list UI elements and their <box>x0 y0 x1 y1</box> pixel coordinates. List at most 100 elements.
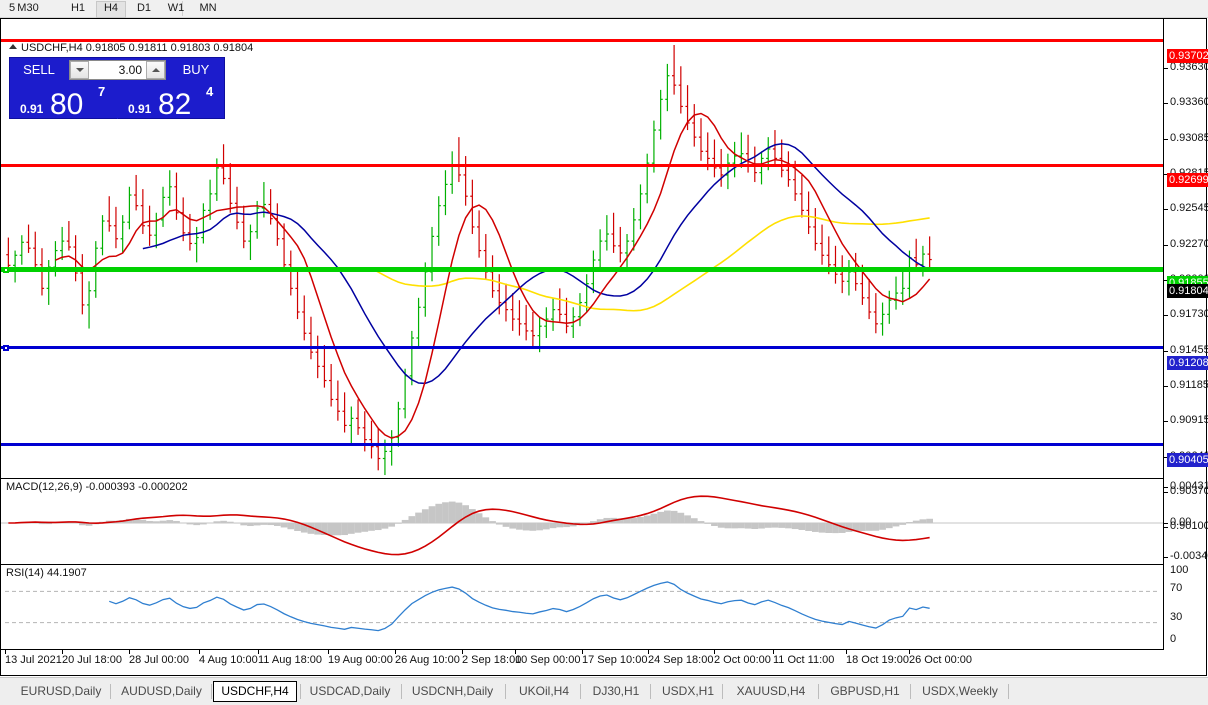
macd-scale-tick <box>1164 523 1168 524</box>
macd-scale-label: 0.00431 <box>1170 481 1208 492</box>
macd-scale-label: 0.00 <box>1170 517 1191 528</box>
chart-tab-usdx-weekly[interactable]: USDX,Weekly <box>914 681 1006 702</box>
price-scale-tick <box>1164 68 1168 69</box>
price-scale-label: 0.92545 <box>1170 203 1208 214</box>
one-click-trading-panel[interactable]: USDCHF,H4 0.91805 0.91811 0.91803 0.9180… <box>9 41 225 119</box>
tab-separator <box>650 684 651 699</box>
ask-main: 82 <box>158 88 191 119</box>
trade-box: SELL 3.00 BUY 0.91 80 7 0.91 82 4 <box>9 57 225 119</box>
macd-scale-tick <box>1164 557 1168 558</box>
price-scale-label: 0.91730 <box>1170 309 1208 320</box>
time-axis-label: 26 Aug 10:00 <box>395 654 460 666</box>
price-level-label[interactable]: 0.91208 <box>1167 356 1208 370</box>
macd-scale-label: -0.003405 <box>1170 551 1208 562</box>
volume-value[interactable]: 3.00 <box>119 61 142 79</box>
time-axis-label: 19 Aug 00:00 <box>328 654 393 666</box>
macd-scale-tick <box>1164 487 1168 488</box>
price-scale-label: 0.93630 <box>1170 62 1208 73</box>
rsi-pane[interactable]: RSI(14) 44.1907 <box>1 565 1163 650</box>
macd-pane[interactable]: MACD(12,26,9) -0.000393 -0.000202 <box>1 479 1163 565</box>
timeframe-mn[interactable]: MN <box>192 1 224 16</box>
ask-price-display[interactable]: 0.91 82 4 <box>118 82 225 119</box>
price-scale-label: 0.93360 <box>1170 97 1208 108</box>
chart-window[interactable]: MACD(12,26,9) -0.000393 -0.000202 RSI(14… <box>0 18 1207 676</box>
bid-prefix: 0.91 <box>20 102 43 116</box>
volume-increase-button[interactable] <box>146 61 165 79</box>
level-line-support-lower[interactable] <box>1 443 1163 446</box>
level-drag-handle[interactable] <box>3 267 9 273</box>
tab-separator <box>722 684 723 699</box>
collapse-triangle-icon[interactable] <box>9 44 17 49</box>
macd-caption: MACD(12,26,9) -0.000393 -0.000202 <box>6 481 188 493</box>
chart-title-text: USDCHF,H4 0.91805 0.91811 0.91803 0.9180… <box>21 42 253 54</box>
chart-tab-eurusd-daily[interactable]: EURUSD,Daily <box>14 681 108 702</box>
price-level-label[interactable]: 0.90405 <box>1167 453 1208 467</box>
price-level-label[interactable]: 0.93702 <box>1167 49 1208 63</box>
bid-fraction: 7 <box>98 84 105 99</box>
tab-separator <box>300 684 301 699</box>
tab-separator <box>1008 684 1009 699</box>
sell-button[interactable]: SELL <box>10 58 68 82</box>
time-axis-label: 17 Sep 10:00 <box>582 654 647 666</box>
chart-tab-ukoil-h4[interactable]: UKOil,H4 <box>513 681 575 702</box>
buy-button[interactable]: BUY <box>167 58 225 82</box>
rsi-scale-label: 100 <box>1170 565 1188 576</box>
price-scale-tick <box>1164 315 1168 316</box>
time-axis-label: 2 Oct 00:00 <box>714 654 771 666</box>
price-scale-tick <box>1164 351 1168 352</box>
level-line-current-level[interactable] <box>1 267 1163 272</box>
volume-stepper[interactable]: 3.00 <box>69 60 166 80</box>
chart-tab-usdchf-h4[interactable]: USDCHF,H4 <box>213 681 297 702</box>
chart-tab-usdx-h1[interactable]: USDX,H1 <box>657 681 719 702</box>
price-scale-tick <box>1164 386 1168 387</box>
timeframe-m30[interactable]: M30 <box>12 1 44 16</box>
price-scale[interactable]: 0.936300.933600.930850.928150.925450.922… <box>1163 19 1206 650</box>
chart-tab-usdcnh-daily[interactable]: USDCNH,Daily <box>403 681 502 702</box>
timeframe-h1[interactable]: H1 <box>62 1 94 16</box>
ask-fraction: 4 <box>206 84 213 99</box>
time-axis-label: 18 Oct 19:00 <box>846 654 909 666</box>
time-axis-label: 26 Oct 00:00 <box>909 654 972 666</box>
price-level-label[interactable]: 0.91804 <box>1167 284 1208 298</box>
level-line-support-upper[interactable] <box>1 346 1163 349</box>
rsi-scale-label: 0 <box>1170 634 1176 645</box>
timeframe-d1[interactable]: D1 <box>128 1 160 16</box>
price-scale-tick <box>1164 492 1168 493</box>
volume-decrease-button[interactable] <box>70 61 89 79</box>
price-scale-tick <box>1164 103 1168 104</box>
time-axis-label: 11 Oct 11:00 <box>773 654 834 666</box>
chart-tab-gbpusd-h1[interactable]: GBPUSD,H1 <box>823 681 907 702</box>
price-scale-label: 0.93085 <box>1170 133 1208 144</box>
rsi-scale-label: 70 <box>1170 583 1182 594</box>
chart-tab-usdcad-daily[interactable]: USDCAD,Daily <box>302 681 398 702</box>
price-scale-label: 0.90915 <box>1170 415 1208 426</box>
bid-price-display[interactable]: 0.91 80 7 <box>10 82 117 119</box>
time-axis-label: 10 Sep 00:00 <box>515 654 580 666</box>
price-scale-tick <box>1164 209 1168 210</box>
rsi-scale-label: 30 <box>1170 612 1182 623</box>
level-drag-handle[interactable] <box>3 345 9 351</box>
rsi-line <box>109 582 929 631</box>
tab-separator <box>818 684 819 699</box>
chart-tab-dj30-h1[interactable]: DJ30,H1 <box>587 681 645 702</box>
rsi-caption: RSI(14) 44.1907 <box>6 567 87 579</box>
bid-main: 80 <box>50 88 83 119</box>
level-line-resistance-lower[interactable] <box>1 164 1163 167</box>
tab-separator <box>211 684 212 699</box>
toolbar-filler <box>183 0 1208 17</box>
tab-separator <box>580 684 581 699</box>
price-scale-label: 0.91455 <box>1170 345 1208 356</box>
price-scale-tick <box>1164 139 1168 140</box>
time-axis-label: 20 Jul 18:00 <box>62 654 122 666</box>
price-level-label[interactable]: 0.92699 <box>1167 173 1208 187</box>
chart-tab-xauusd-h4[interactable]: XAUUSD,H4 <box>728 681 814 702</box>
sell-button-label: SELL <box>10 58 68 82</box>
timeframe-w1[interactable]: W1 <box>160 1 192 16</box>
timeframe-h4[interactable]: H4 <box>96 1 126 18</box>
chevron-down-icon <box>76 68 84 72</box>
chart-tab-audusd-daily[interactable]: AUDUSD,Daily <box>113 681 210 702</box>
tab-separator <box>401 684 402 699</box>
